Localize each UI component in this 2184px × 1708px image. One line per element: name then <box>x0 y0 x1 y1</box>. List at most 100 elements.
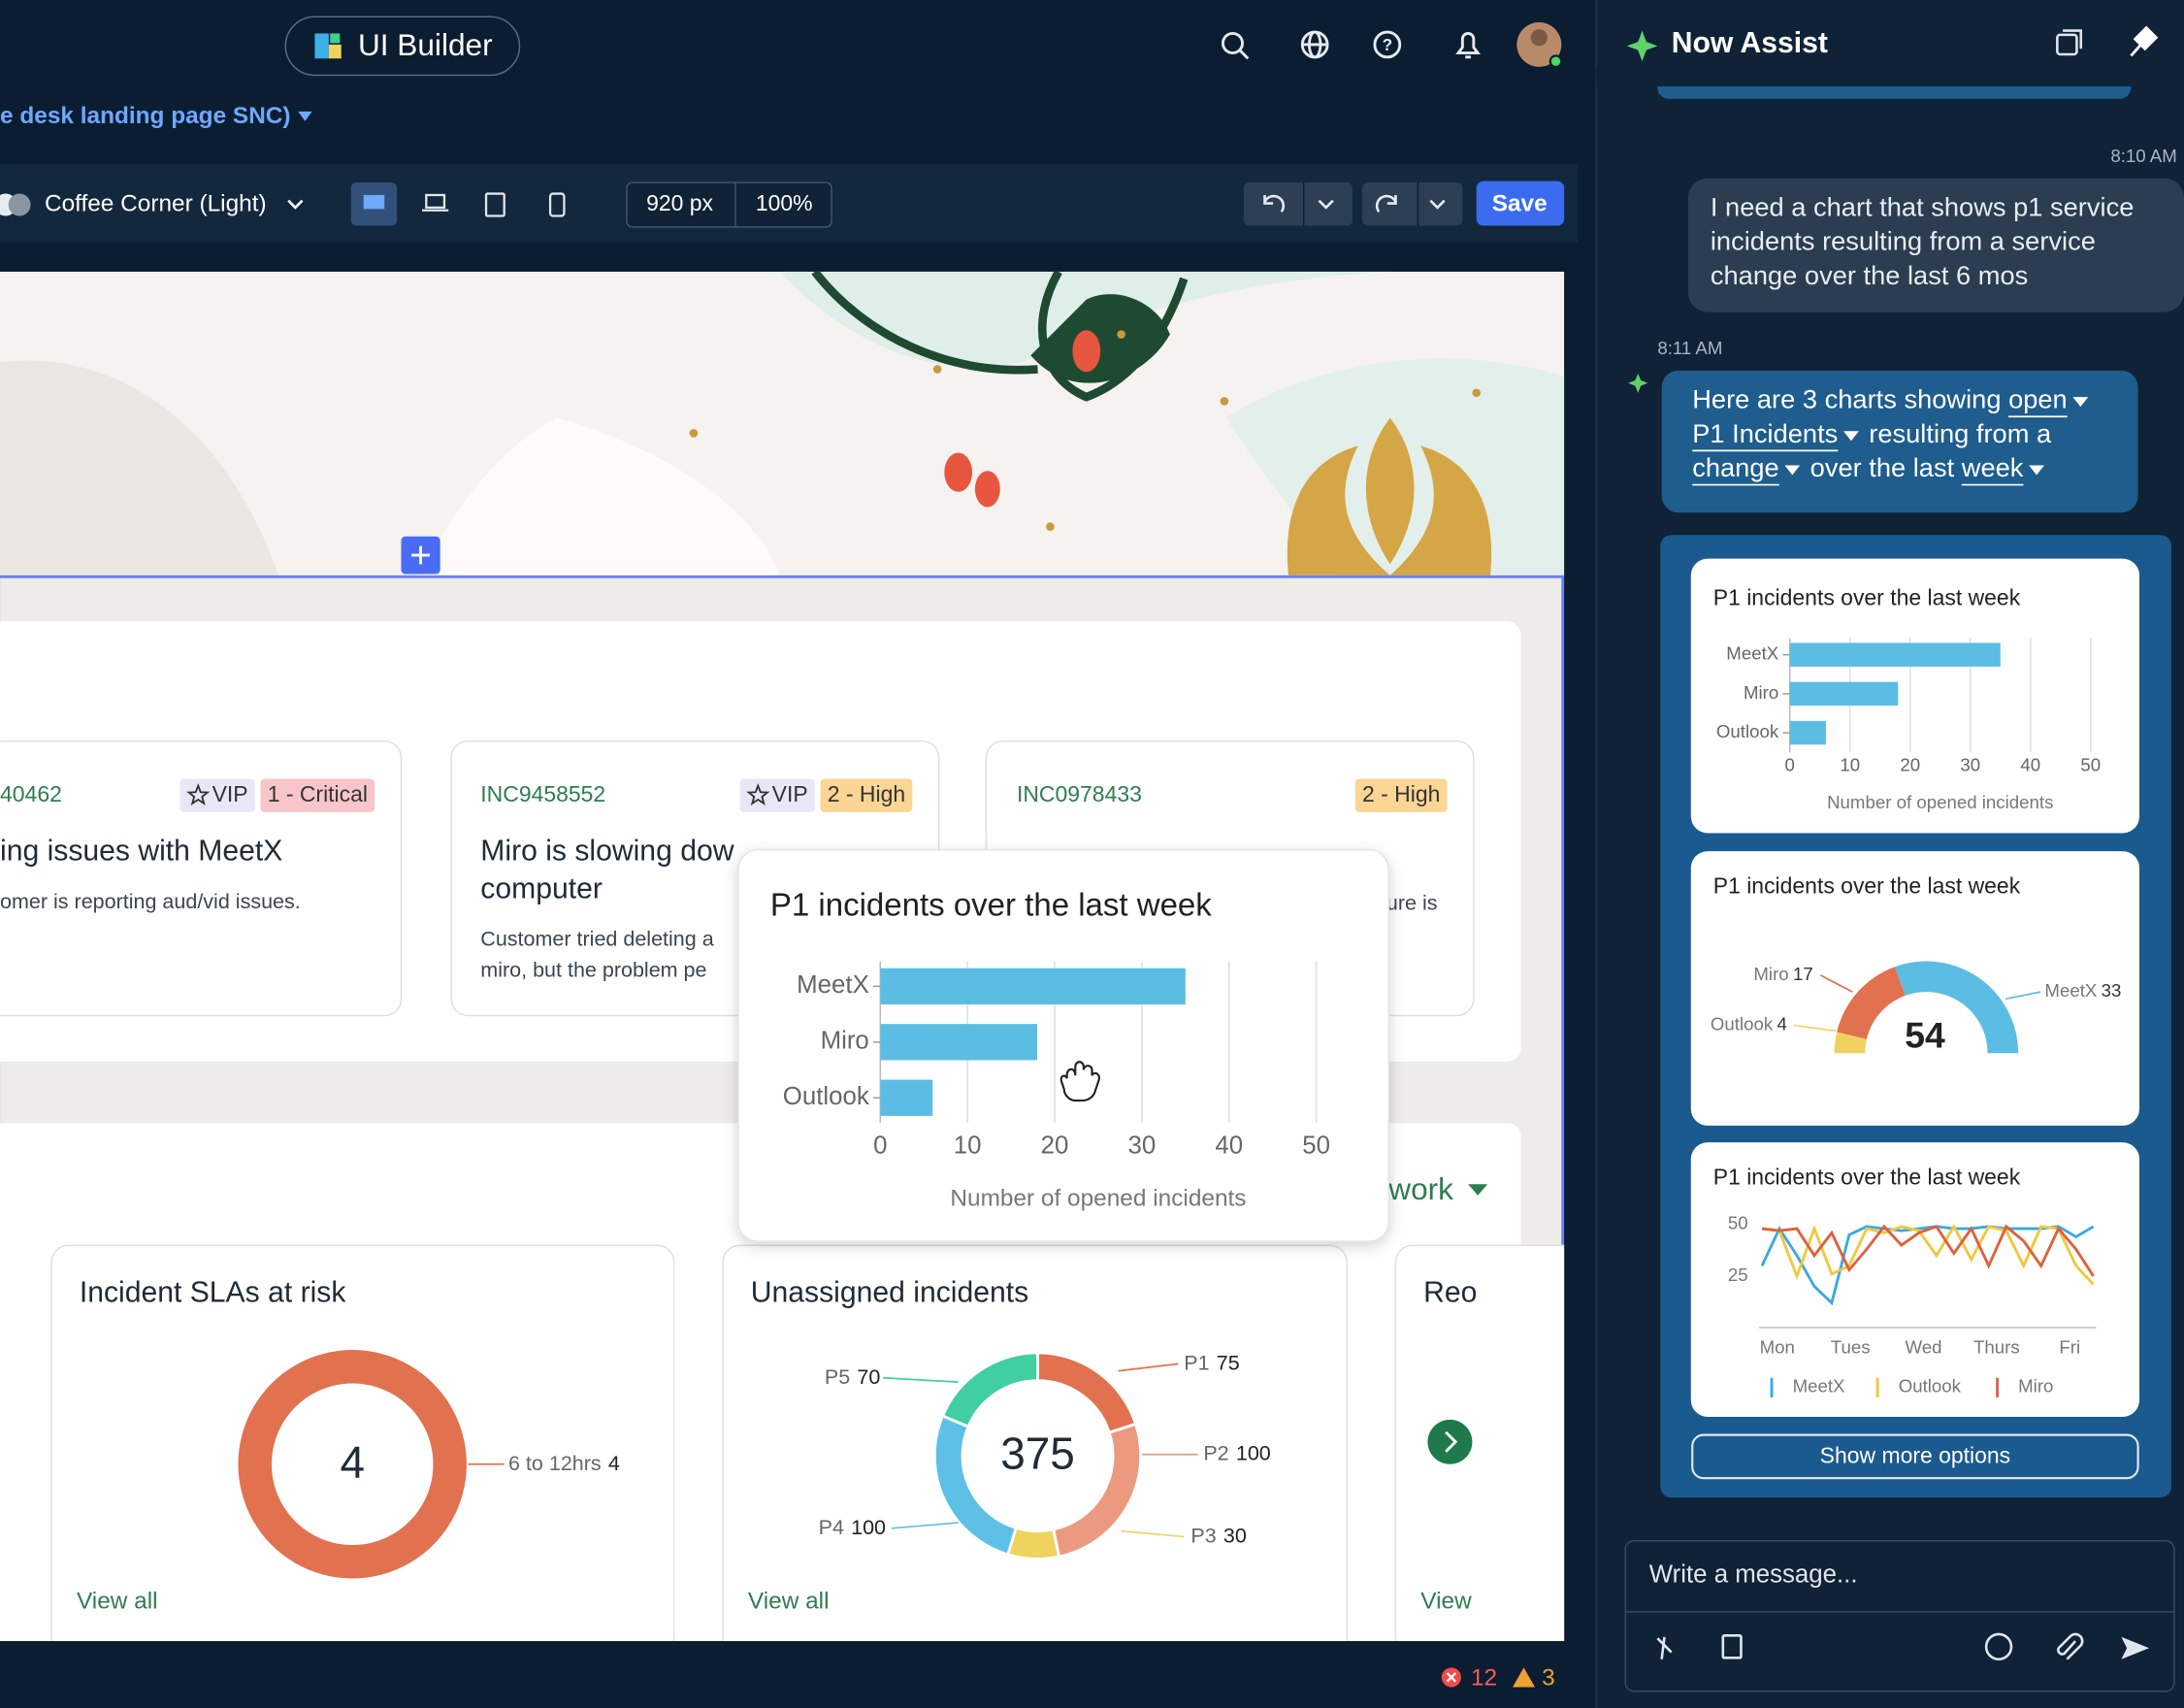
pin-icon[interactable] <box>2130 25 2159 57</box>
reply-option[interactable]: P1 Incidents <box>1692 418 1838 448</box>
leader-line <box>2005 991 2041 1001</box>
widget-title: Unassigned incidents <box>751 1277 1028 1309</box>
help-glyph: ? <box>1383 35 1393 54</box>
incident-number: INC0978433 <box>1017 781 1142 806</box>
attach-icon[interactable] <box>2057 1632 2084 1660</box>
emoji-icon[interactable] <box>1984 1632 2013 1661</box>
input-placeholder: Write a message... <box>1649 1560 1858 1588</box>
segment-value: 33 <box>2102 980 2122 1001</box>
chart-card <box>1690 558 2140 834</box>
device-icons <box>421 192 566 217</box>
search-icon[interactable] <box>1222 32 1244 54</box>
error-count[interactable]: 12 <box>1471 1664 1497 1691</box>
widget-link[interactable]: View <box>1420 1588 1472 1614</box>
gauge-segment <box>1834 1032 1867 1054</box>
shortcut-icon[interactable] <box>1656 1636 1673 1659</box>
desktop-icon <box>363 194 385 210</box>
segment-value: 4 <box>1777 1013 1786 1034</box>
incident-title: Miro is slowing dow <box>480 836 733 868</box>
more-label: Show more options <box>1820 1443 2010 1468</box>
hero-stars <box>689 330 1482 531</box>
widget-title: Reo <box>1423 1277 1477 1309</box>
reply-option[interactable]: open <box>2008 384 2068 414</box>
segment-name: Miro <box>1753 964 1788 984</box>
tablet-icon[interactable] <box>484 192 505 217</box>
viewport-width[interactable]: 920 px <box>646 190 713 215</box>
phone-icon[interactable] <box>548 192 566 217</box>
segment-label: MeetX 33 <box>2044 980 2121 1001</box>
section-link[interactable]: work <box>1387 1171 1453 1206</box>
reply-option[interactable]: change <box>1692 452 1778 482</box>
size-box <box>626 181 832 228</box>
help-icon[interactable] <box>1373 30 1402 59</box>
save-button[interactable] <box>1476 181 1565 226</box>
y-tick-label: Outlook <box>1716 721 1779 741</box>
hero-bean <box>974 471 1000 508</box>
avatar-face <box>1530 29 1548 47</box>
vip-star <box>746 783 770 806</box>
send-icon[interactable] <box>2121 1636 2150 1659</box>
popout-icon[interactable] <box>2056 33 2078 56</box>
more-button[interactable] <box>1691 1433 2139 1480</box>
laptop-icon[interactable] <box>425 193 446 210</box>
template-icon[interactable] <box>1721 1634 1743 1659</box>
theme-icon <box>8 193 31 216</box>
assistant-content: 8:10 AM I need a chart that shows p1 serv… <box>1657 146 2177 1417</box>
warning-count[interactable]: 3 <box>1542 1664 1555 1691</box>
app-pill[interactable] <box>284 16 521 77</box>
user-message: I need a chart that shows p1 service <box>1711 192 2134 222</box>
next-arrow <box>1445 1430 1458 1453</box>
chart-title: P1 incidents over the last week <box>1713 584 2021 609</box>
x-tick-label: 20 <box>1041 1132 1069 1159</box>
chart-popup[interactable] <box>737 848 1389 1242</box>
x-tick-label: Fri <box>2059 1337 2080 1358</box>
tag-label: VIP <box>212 781 248 806</box>
user-message: incidents resulting from a service <box>1711 226 2096 256</box>
incident-description: miro, but the problem pe <box>480 958 706 981</box>
segment-label: P2 100 <box>1203 1441 1270 1464</box>
dropdown-arrow <box>1468 1184 1488 1196</box>
x-tick-label: 10 <box>1840 754 1860 774</box>
y-tick-label: MeetX <box>1726 643 1778 664</box>
canvas: 40462 1 - Critical VIP ing issues with Meet… <box>0 271 1565 1642</box>
gauge-segment <box>1895 961 2019 1054</box>
top-icons <box>1222 30 1482 60</box>
breadcrumb[interactable]: e desk landing page SNC) <box>0 103 291 129</box>
widget-card <box>1394 1244 1565 1642</box>
legend-label: Outlook <box>1899 1376 1962 1396</box>
redo-group[interactable] <box>1361 182 1463 226</box>
x-tick-label: Wed <box>1906 1337 1942 1358</box>
leader-line <box>891 1522 959 1529</box>
undo-icon <box>1263 194 1286 213</box>
incident-description: ure is <box>1386 891 1438 914</box>
theme-selector[interactable]: Coffee Corner (Light) <box>45 190 267 216</box>
chart-card <box>1690 1142 2140 1417</box>
undo-group[interactable] <box>1243 182 1353 226</box>
message-input[interactable] <box>1624 1540 2175 1692</box>
segment-name: P5 <box>825 1364 850 1388</box>
segment-value: 75 <box>1217 1351 1240 1374</box>
widget-title: Incident SLAs at risk <box>80 1277 347 1309</box>
x-tick-label: Thurs <box>1973 1337 2020 1358</box>
y-tick-label: Outlook <box>783 1083 869 1110</box>
input-icons <box>1656 1632 2084 1661</box>
widget-link[interactable]: View all <box>77 1588 158 1614</box>
warning-icon <box>1513 1667 1536 1688</box>
assistant-title: Now Assist <box>1672 27 1828 59</box>
line-series <box>1761 1224 2095 1277</box>
tag-label: 2 - High <box>1362 781 1440 806</box>
segment-value: 70 <box>857 1364 880 1388</box>
reply-option[interactable]: week <box>1961 452 2024 482</box>
segment-name: MeetX <box>2044 980 2097 1001</box>
x-tick-label: Mon <box>1760 1337 1795 1358</box>
segment-label: P4 100 <box>819 1516 886 1539</box>
next-button[interactable] <box>1427 1419 1473 1464</box>
zoom[interactable]: 100% <box>756 190 813 215</box>
status-bar <box>0 1641 1597 1708</box>
widget-link[interactable]: View all <box>748 1588 830 1614</box>
segment-label: Miro 17 <box>1753 964 1812 984</box>
y-tick-label: MeetX <box>797 971 869 999</box>
bell-icon[interactable] <box>1455 32 1482 59</box>
search-icon <box>1238 49 1250 60</box>
bar <box>1789 681 1899 706</box>
